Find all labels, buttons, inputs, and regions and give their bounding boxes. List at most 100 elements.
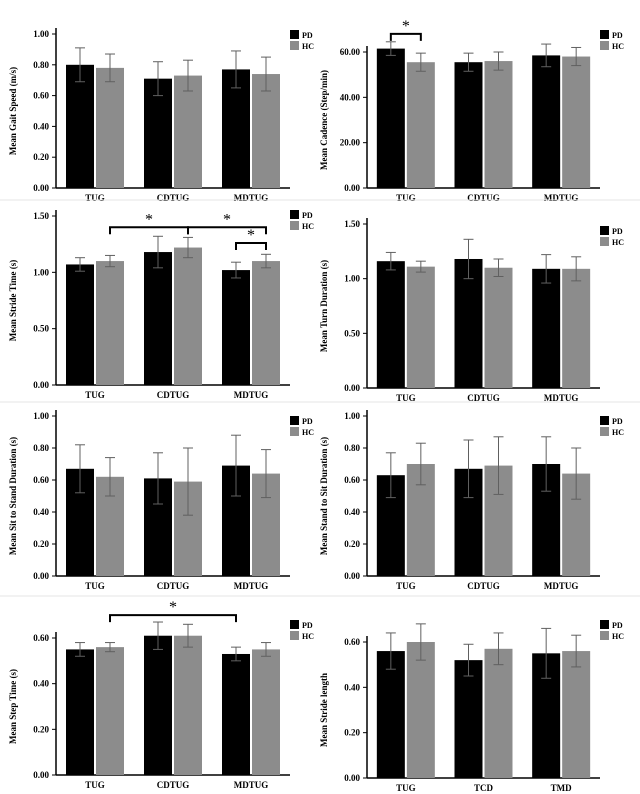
panel-3-y-tick-label: 1.00 xyxy=(33,267,49,277)
panel-3-hc-bar-tug xyxy=(96,261,124,385)
panel-7-legend-label-pd: PD xyxy=(302,621,313,630)
panel-4-y-tick-label: 1.00 xyxy=(344,274,360,284)
panel-5-y-tick-label: 0.00 xyxy=(33,571,49,581)
panel-3-y-axis-label: Mean Stride Time (s) xyxy=(8,260,18,341)
panel-5-legend-swatch-pd xyxy=(290,416,299,425)
panel-2-pd-bar-cdtug xyxy=(454,62,483,189)
panel-7-x-tick-label-mdtug: MDTUG xyxy=(234,780,269,790)
panel-6-x-tick-label-cdtug: CDTUG xyxy=(467,581,500,591)
panel-3-significance-bracket xyxy=(235,242,267,251)
panel-3-hc-bar-cdtug xyxy=(174,247,202,385)
panel-7-significance-star: * xyxy=(169,599,177,616)
panel-2-y-axis-label: Mean Cadence (Step/min) xyxy=(319,70,329,170)
panel-7-hc-bar-tug xyxy=(96,647,124,775)
panel-1-y-tick-label: 1.00 xyxy=(33,29,49,39)
panel-3-pd-bar-cdtug xyxy=(144,252,172,385)
panel-4-hc-bar-cdtug xyxy=(484,267,513,388)
panel-2-y-tick-label: 20.00 xyxy=(340,138,361,148)
panel-6-y-tick-label: 0.20 xyxy=(344,539,360,549)
panel-7-y-axis-label: Mean Step Time (s) xyxy=(8,669,18,744)
panel-1-x-tick-label-mdtug: MDTUG xyxy=(234,193,269,203)
panel-4-legend-label-hc: HC xyxy=(612,238,624,247)
panel-2-x-tick-label-cdtug: CDTUG xyxy=(467,193,500,203)
panel-8-legend-swatch-pd xyxy=(600,620,609,629)
panel-6-legend-label-pd: PD xyxy=(612,417,623,426)
panel-4-pd-bar-cdtug xyxy=(454,258,483,388)
panel-2-pd-bar-mdtug xyxy=(532,55,561,189)
panel-5-legend-label-pd: PD xyxy=(302,417,313,426)
panel-4-legend-label-pd: PD xyxy=(612,227,623,236)
panel-7-y-tick-label: 0.20 xyxy=(33,724,49,734)
panel-7-y-tick-label: 0.60 xyxy=(33,633,49,643)
panel-8-y-tick-label: 0.00 xyxy=(344,773,360,783)
panel-6-y-tick-label: 0.40 xyxy=(344,507,360,517)
panel-7-legend-label-hc: HC xyxy=(302,632,314,641)
panel-7-pd-bar-tug xyxy=(66,649,94,775)
panel-3-legend-swatch-pd xyxy=(290,210,299,219)
panel-3-y-tick-label: 1.50 xyxy=(33,211,49,221)
panel-3-hc-bar-mdtug xyxy=(252,261,280,385)
panel-2-significance-bracket xyxy=(389,32,422,41)
panel-8-legend-label-hc: HC xyxy=(612,632,624,641)
panel-2-x-tick-label-tug: TUG xyxy=(396,193,416,203)
panel-7-legend-swatch-hc xyxy=(290,631,299,640)
panel-4-y-tick-label: 0.00 xyxy=(344,383,360,393)
panel-1-pd-bar-mdtug xyxy=(222,69,250,188)
panel-7-significance-bracket xyxy=(109,614,237,623)
panel-5-y-axis-label: Mean Sit to Stand Duration (s) xyxy=(8,437,18,555)
panel-7-hc-bar-mdtug xyxy=(252,649,280,775)
panel-5-y-tick-label: 0.60 xyxy=(33,475,49,485)
panel-4-hc-bar-tug xyxy=(406,266,435,388)
panel-5-x-tick-label-tug: TUG xyxy=(85,581,105,591)
panel-8-y-axis-label: Mean Stride length xyxy=(319,673,329,747)
panel-8-x-tick-label-tmd: TMD xyxy=(551,783,572,793)
panel-2-pd-bar-tug xyxy=(376,48,405,188)
panel-1-legend-swatch-hc xyxy=(290,41,299,50)
panel-7-x-tick-label-tug: TUG xyxy=(85,780,105,790)
panel-6-legend-label-hc: HC xyxy=(612,428,624,437)
panel-1-x-tick-label-cdtug: CDTUG xyxy=(157,193,190,203)
panel-4-pd-bar-tug xyxy=(376,261,405,388)
panel-7-pd-bar-cdtug xyxy=(144,635,172,775)
panel-1-legend-swatch-pd xyxy=(290,30,299,39)
panel-2-y-tick-label: 0.00 xyxy=(344,183,360,193)
panel-8-y-tick-label: 0.60 xyxy=(344,637,360,647)
panel-8-x-tick-label-tug: TUG xyxy=(396,783,416,793)
panel-4-legend-swatch-hc xyxy=(600,237,609,246)
panel-1-hc-bar-cdtug xyxy=(174,75,202,188)
panel-6-x-tick-label-tug: TUG xyxy=(396,581,416,591)
panel-2-legend-label-hc: HC xyxy=(612,42,624,51)
panel-3-legend-label-pd: PD xyxy=(302,211,313,220)
panel-6-y-tick-label: 0.00 xyxy=(344,571,360,581)
panel-6-legend-swatch-hc xyxy=(600,427,609,436)
panel-4-pd-bar-mdtug xyxy=(532,268,561,388)
panel-3-pd-bar-tug xyxy=(66,264,94,385)
panel-4-y-axis-label: Mean Turn Duration (s) xyxy=(319,260,329,352)
panel-5-legend-label-hc: HC xyxy=(302,428,314,437)
panel-1-legend-label-hc: HC xyxy=(302,42,314,51)
panel-3-x-tick-label-cdtug: CDTUG xyxy=(157,390,190,400)
panel-7-hc-bar-cdtug xyxy=(174,635,202,775)
panel-2-hc-bar-cdtug xyxy=(484,61,513,188)
panel-3-y-tick-label: 0.00 xyxy=(33,380,49,390)
panel-6-legend-swatch-pd xyxy=(600,416,609,425)
panel-8-pd-bar-tug xyxy=(376,651,405,778)
panel-6-y-tick-label: 1.00 xyxy=(344,411,360,421)
panel-2-significance-star: * xyxy=(402,18,410,35)
panel-6-y-axis-label: Mean Stand to Sit Duration (s) xyxy=(319,437,329,555)
panel-3-significance-star: * xyxy=(247,227,255,244)
panel-1-pd-bar-tug xyxy=(66,64,94,188)
panel-2-hc-bar-mdtug xyxy=(562,56,591,189)
panel-3-y-tick-label: 0.50 xyxy=(33,324,49,334)
panel-5-x-tick-label-cdtug: CDTUG xyxy=(157,581,190,591)
panel-5-legend-swatch-hc xyxy=(290,427,299,436)
panel-7-legend-swatch-pd xyxy=(290,620,299,629)
panel-8-pd-bar-tcd xyxy=(454,660,483,778)
panel-3-legend-label-hc: HC xyxy=(302,222,314,231)
panel-1-y-tick-label: 0.80 xyxy=(33,60,49,70)
panel-1-x-tick-label-tug: TUG xyxy=(85,193,105,203)
panel-2-legend-swatch-pd xyxy=(600,30,609,39)
panel-5-y-tick-label: 1.00 xyxy=(33,411,49,421)
panel-3-significance-bracket xyxy=(187,226,267,235)
